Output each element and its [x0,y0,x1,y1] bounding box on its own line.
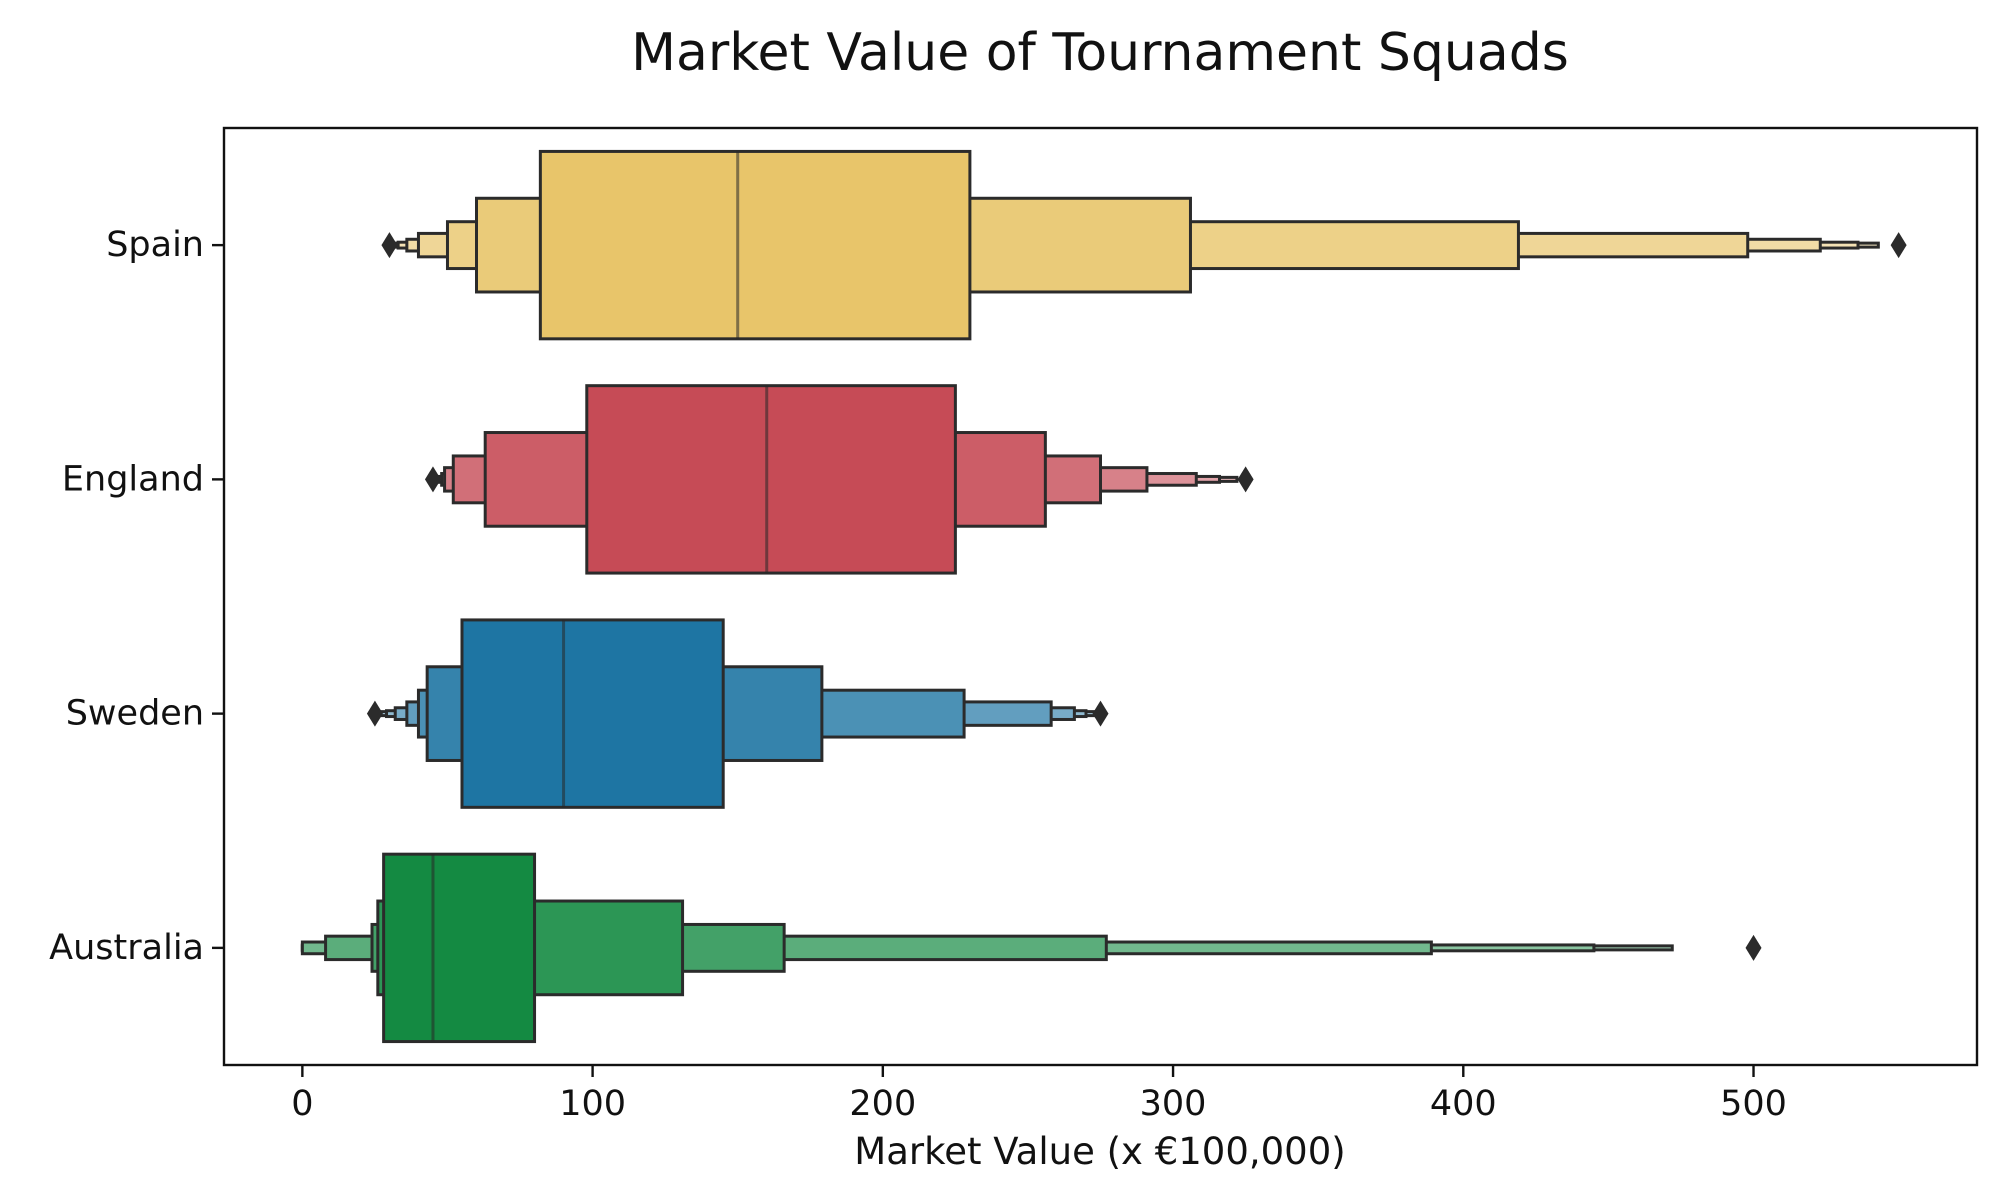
y-tick-label: Spain [106,225,204,265]
x-axis-label: Market Value (x €100,000) [854,1130,1345,1173]
x-tick-label: 400 [1430,1084,1497,1124]
outlier-marker [1092,700,1109,727]
boxen-group-sweden [366,618,1109,809]
plot-area [300,149,1907,1044]
y-tick-label: Sweden [66,694,204,734]
x-axis: 0 100 200 300 400 500 [291,1065,1787,1124]
boxen-group-australia [300,852,1762,1044]
outlier-marker [1237,466,1254,493]
outlier-marker [1745,934,1762,961]
y-tick-label: England [62,459,204,499]
boxen-level-1 [585,384,957,575]
y-axis: Spain England Sweden Australia [49,225,224,968]
x-tick-label: 500 [1720,1084,1787,1124]
chart-title: Market Value of Tournament Squads [631,23,1569,83]
boxen-level-1 [460,618,725,809]
boxen-level-1 [538,149,972,341]
x-tick-label: 0 [291,1084,313,1124]
outlier-marker [366,700,383,727]
x-tick-label: 200 [849,1084,916,1124]
plot-frame [222,126,1979,1067]
boxen-group-spain [381,149,1907,341]
x-tick-label: 300 [1140,1084,1207,1124]
boxen-group-england [424,384,1254,575]
outlier-marker [424,466,441,493]
outlier-marker [1890,232,1907,259]
y-tick-label: Australia [49,928,204,968]
outlier-marker [381,232,398,259]
x-tick-label: 100 [559,1084,626,1124]
boxen-level-1 [382,852,537,1044]
